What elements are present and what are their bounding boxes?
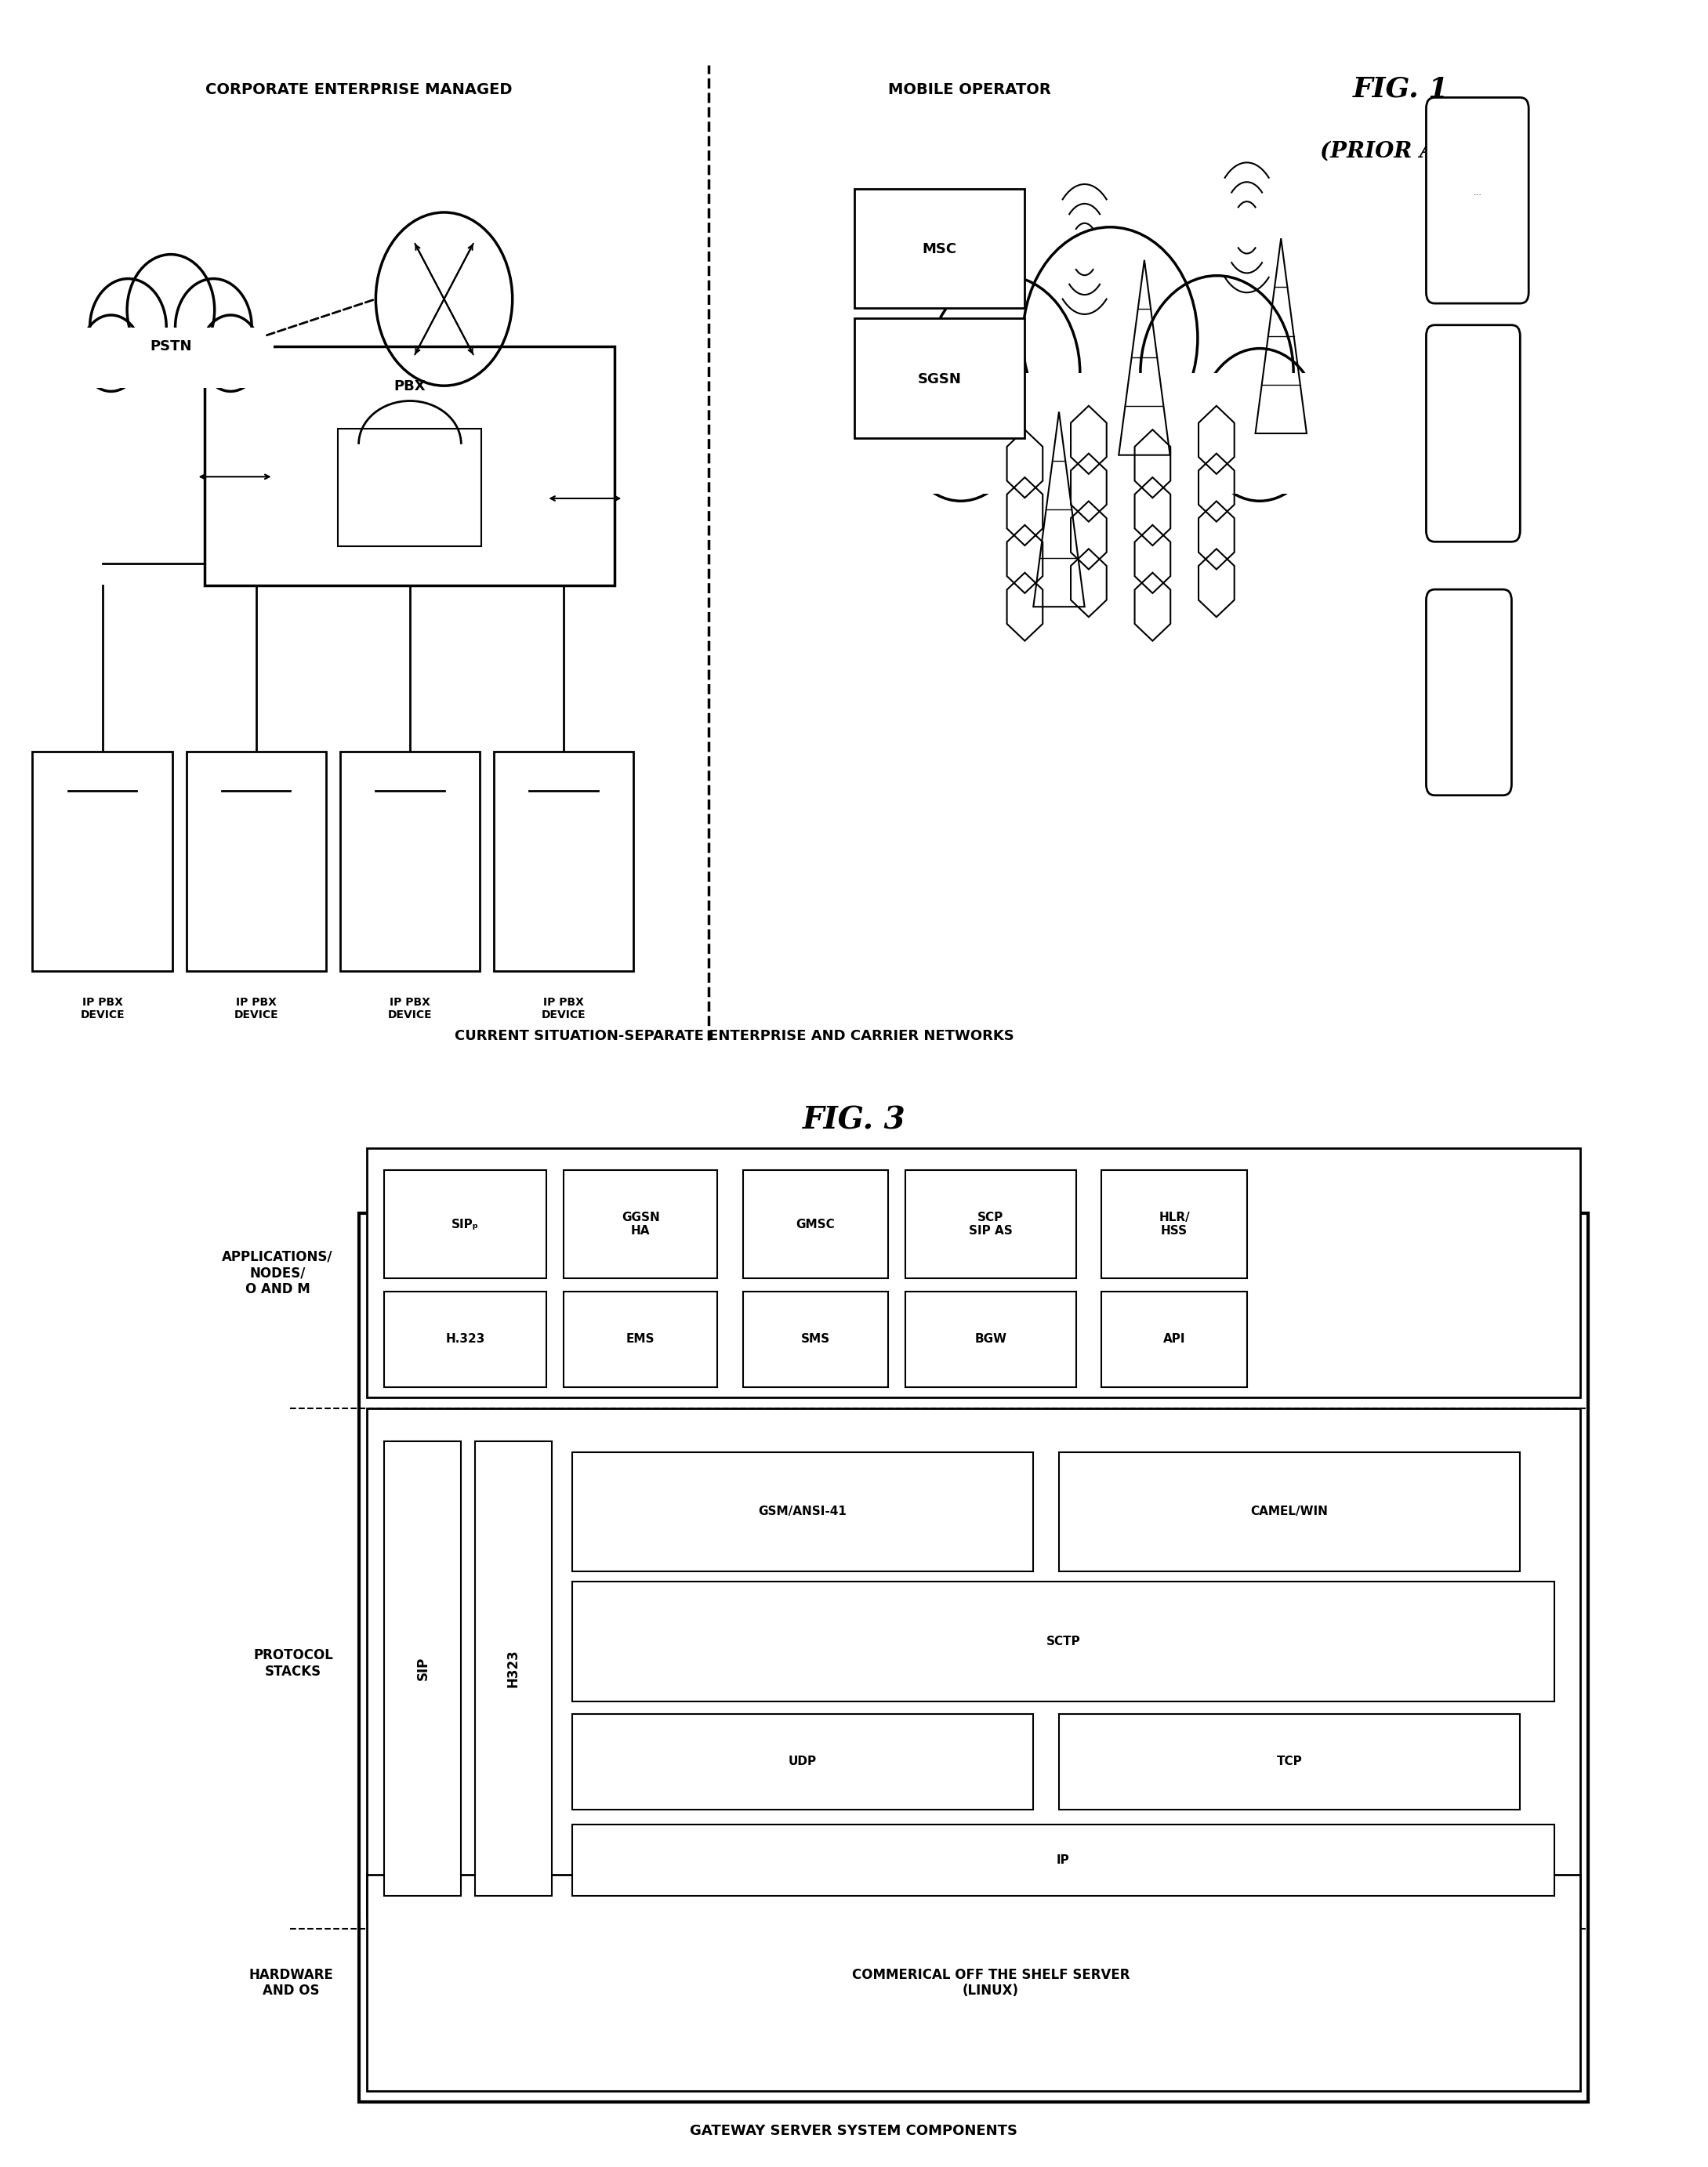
FancyBboxPatch shape [367, 1874, 1580, 2091]
Text: MOBILE OPERATOR: MOBILE OPERATOR [888, 82, 1050, 98]
FancyBboxPatch shape [367, 1409, 1580, 1918]
FancyBboxPatch shape [367, 1149, 1580, 1398]
Text: CAMEL/WIN: CAMEL/WIN [1250, 1506, 1329, 1517]
Text: COMMERICAL OFF THE SHELF SERVER
(LINUX): COMMERICAL OFF THE SHELF SERVER (LINUX) [852, 1968, 1129, 1998]
FancyBboxPatch shape [905, 1292, 1076, 1387]
Text: IP PBX
DEVICE: IP PBX DEVICE [80, 997, 125, 1021]
Circle shape [1023, 228, 1197, 449]
FancyBboxPatch shape [68, 327, 273, 388]
FancyBboxPatch shape [1059, 1452, 1520, 1571]
Text: ...: ... [1474, 189, 1481, 197]
FancyBboxPatch shape [475, 1441, 552, 1896]
FancyBboxPatch shape [572, 1452, 1033, 1571]
FancyBboxPatch shape [564, 1292, 717, 1387]
FancyBboxPatch shape [1426, 589, 1512, 795]
Text: V: V [439, 407, 449, 423]
Text: SMS: SMS [801, 1333, 830, 1346]
Circle shape [1199, 349, 1320, 501]
FancyBboxPatch shape [494, 752, 634, 971]
Text: SCP
SIP AS: SCP SIP AS [968, 1211, 1013, 1237]
Text: EMS: EMS [627, 1333, 654, 1346]
FancyBboxPatch shape [572, 1582, 1554, 1701]
Text: GGSN
HA: GGSN HA [622, 1211, 659, 1237]
FancyBboxPatch shape [186, 752, 326, 971]
FancyBboxPatch shape [854, 189, 1025, 308]
Text: PROTOCOL
STACKS: PROTOCOL STACKS [253, 1647, 333, 1679]
FancyBboxPatch shape [1426, 325, 1520, 542]
Text: IP: IP [1057, 1855, 1069, 1866]
Text: CORPORATE ENTERPRISE MANAGED: CORPORATE ENTERPRISE MANAGED [205, 82, 512, 98]
Text: APPLICATIONS/
NODES/
O AND M: APPLICATIONS/ NODES/ O AND M [222, 1250, 333, 1296]
FancyBboxPatch shape [384, 1292, 547, 1387]
Text: FIG. 1: FIG. 1 [1353, 76, 1448, 102]
Text: FIG. 3: FIG. 3 [803, 1105, 905, 1136]
FancyBboxPatch shape [1102, 1292, 1247, 1387]
FancyBboxPatch shape [1102, 1170, 1247, 1279]
FancyBboxPatch shape [743, 1170, 888, 1279]
Text: UDP: UDP [789, 1755, 816, 1768]
Text: SCTP: SCTP [1045, 1636, 1081, 1647]
Text: GMSC: GMSC [796, 1218, 835, 1231]
FancyBboxPatch shape [32, 752, 173, 971]
Text: GATEWAY SERVER SYSTEM COMPONENTS: GATEWAY SERVER SYSTEM COMPONENTS [690, 2124, 1018, 2139]
Text: HARDWARE
AND OS: HARDWARE AND OS [248, 1968, 333, 1998]
FancyBboxPatch shape [359, 1214, 1588, 2102]
Circle shape [91, 280, 166, 375]
Circle shape [1141, 275, 1293, 470]
FancyBboxPatch shape [572, 1825, 1554, 1896]
FancyBboxPatch shape [854, 319, 1025, 438]
FancyBboxPatch shape [384, 1170, 547, 1279]
FancyBboxPatch shape [338, 429, 482, 546]
FancyBboxPatch shape [340, 752, 480, 971]
Text: TCP: TCP [1276, 1755, 1303, 1768]
Text: (PRIOR ART): (PRIOR ART) [1320, 141, 1481, 163]
FancyBboxPatch shape [854, 373, 1366, 494]
FancyBboxPatch shape [572, 1714, 1033, 1809]
FancyBboxPatch shape [564, 1170, 717, 1279]
Text: PBX: PBX [395, 379, 425, 394]
FancyBboxPatch shape [384, 1441, 461, 1896]
Text: IP PBX
DEVICE: IP PBX DEVICE [388, 997, 432, 1021]
FancyBboxPatch shape [205, 347, 615, 585]
FancyBboxPatch shape [743, 1292, 888, 1387]
Circle shape [176, 280, 251, 375]
Text: CURRENT SITUATION-SEPARATE ENTERPRISE AND CARRIER NETWORKS: CURRENT SITUATION-SEPARATE ENTERPRISE AN… [454, 1029, 1015, 1044]
Circle shape [927, 275, 1079, 470]
Text: H.323: H.323 [446, 1333, 485, 1346]
Text: PSTN: PSTN [150, 340, 191, 353]
Text: MSC: MSC [922, 243, 956, 256]
Text: API: API [1163, 1333, 1185, 1346]
Text: SGSN: SGSN [917, 373, 962, 386]
Circle shape [126, 254, 215, 366]
Text: GSM/ANSI-41: GSM/ANSI-41 [758, 1506, 847, 1517]
Text: H323: H323 [506, 1649, 521, 1688]
Text: IP PBX
DEVICE: IP PBX DEVICE [234, 997, 278, 1021]
Text: BGW: BGW [975, 1333, 1006, 1346]
Circle shape [80, 314, 142, 392]
Circle shape [900, 349, 1021, 501]
FancyBboxPatch shape [1059, 1714, 1520, 1809]
Text: SIPₚ: SIPₚ [451, 1218, 480, 1231]
Text: SIP: SIP [415, 1658, 430, 1679]
Circle shape [200, 314, 261, 392]
Text: IP PBX
DEVICE: IP PBX DEVICE [541, 997, 586, 1021]
Circle shape [376, 212, 512, 386]
FancyBboxPatch shape [1426, 98, 1529, 303]
FancyBboxPatch shape [905, 1170, 1076, 1279]
Text: HLR/
HSS: HLR/ HSS [1158, 1211, 1190, 1237]
